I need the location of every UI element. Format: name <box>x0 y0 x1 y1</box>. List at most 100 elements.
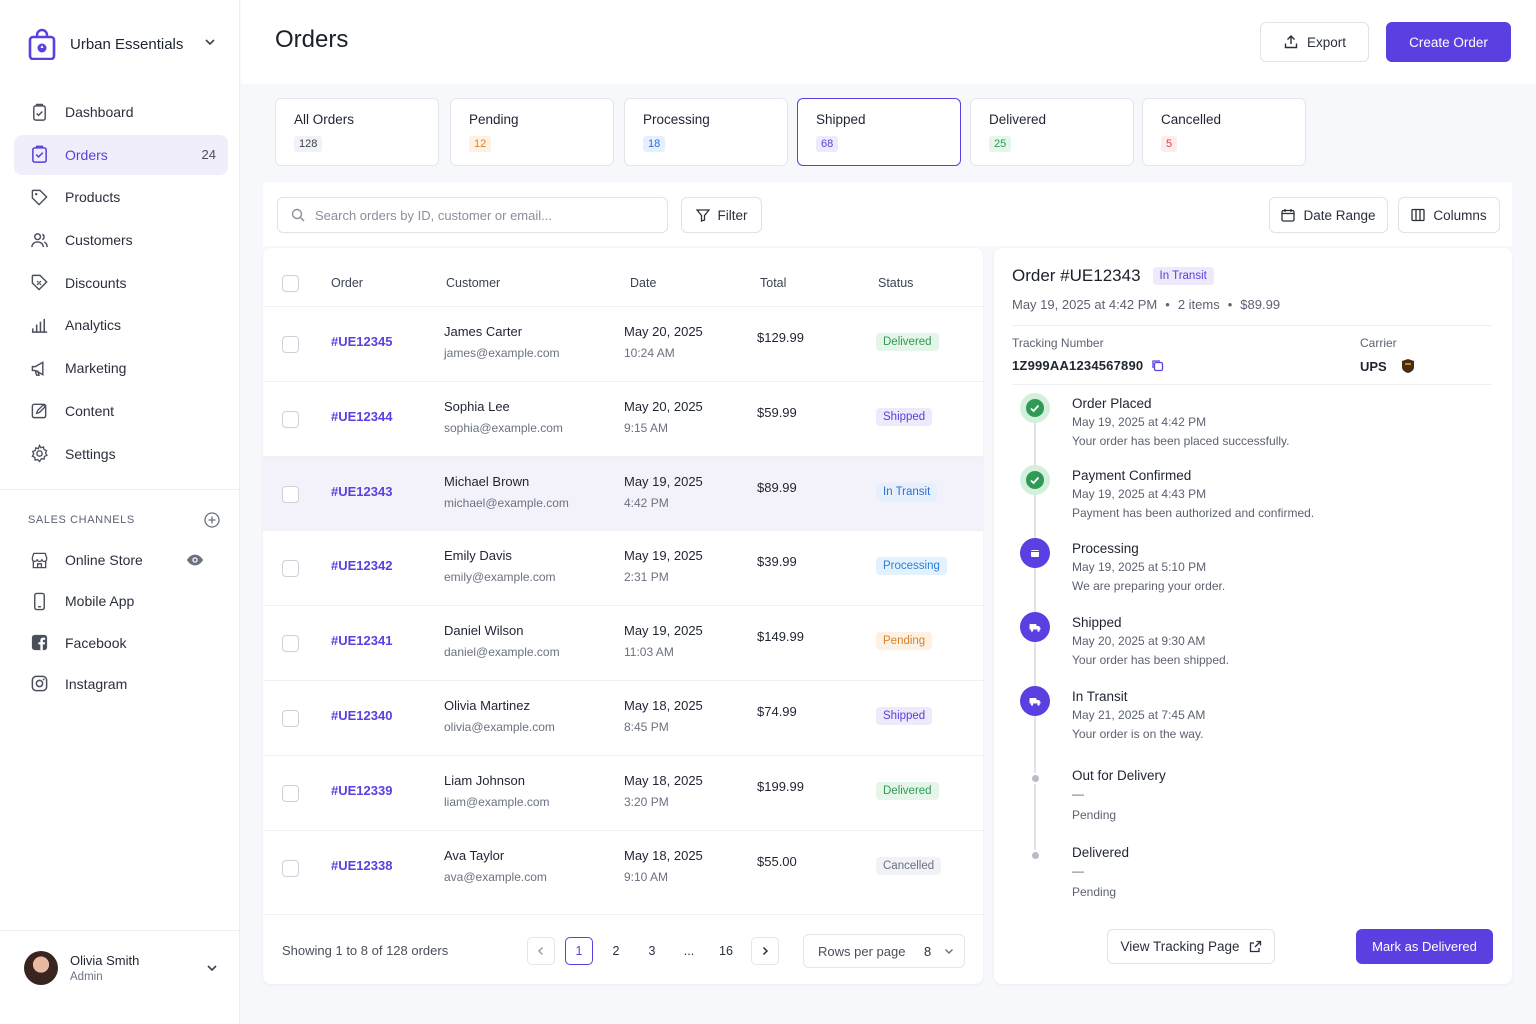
order-id-link[interactable]: #UE12341 <box>331 633 393 649</box>
column-header-status[interactable]: Status <box>878 276 914 290</box>
sidebar-divider-bottom <box>0 930 239 931</box>
table-row[interactable]: #UE12344 Sophia Lee sophia@example.com May … <box>263 380 983 456</box>
table-row[interactable]: #UE12340 Olivia Martinez olivia@example.co… <box>263 680 983 755</box>
row-checkbox[interactable] <box>282 784 299 802</box>
row-checkbox[interactable] <box>282 560 299 578</box>
step-title: Processing <box>1072 541 1139 556</box>
add-channel-icon[interactable] <box>204 512 220 528</box>
search-placeholder: Search orders by ID, customer or email..… <box>315 207 552 223</box>
customer-email: james@example.com <box>444 346 560 360</box>
edit-icon <box>31 403 47 419</box>
prev-page-button[interactable] <box>527 937 555 965</box>
order-items: 2 items <box>1177 297 1220 312</box>
order-id-link[interactable]: #UE12340 <box>331 708 393 723</box>
order-id-link[interactable]: #UE12344 <box>331 408 393 424</box>
pagination: Showing 1 to 8 of 128 orders 1 2 3... 16 Ro… <box>263 914 983 984</box>
order-date: May 19, 2025 <box>624 623 703 639</box>
table-row[interactable]: #UE12345 James Carter james@example.com May… <box>263 306 983 381</box>
sidebar-item-orders[interactable]: Orders 24 <box>14 134 228 175</box>
customer-name: Ava Taylor <box>444 847 505 863</box>
sidebar-item-label: Orders <box>65 146 108 163</box>
create-order-button[interactable]: Create Order <box>1386 22 1511 62</box>
step-description: Your order has been shipped. <box>1072 653 1230 667</box>
order-id-link[interactable]: #UE12343 <box>331 483 393 499</box>
order-time: 9:10 AM <box>624 869 669 884</box>
date-range-button[interactable]: Date Range <box>1269 197 1388 233</box>
sidebar-item-customers[interactable]: Customers <box>14 220 228 260</box>
row-checkbox[interactable] <box>282 485 299 503</box>
user-name: Olivia Smith <box>70 953 140 968</box>
sidebar-item-label: Dashboard <box>65 104 134 120</box>
mark-delivered-label: Mark as Delivered <box>1372 939 1477 954</box>
row-checkbox[interactable] <box>282 410 299 428</box>
store-switcher[interactable]: Urban Essentials <box>28 26 215 62</box>
customer-email: sophia@example.com <box>444 420 563 435</box>
page-1-button[interactable]: 1 <box>565 937 593 965</box>
chevron-down-icon <box>207 965 217 972</box>
select-all-checkbox[interactable] <box>282 275 299 292</box>
table-row[interactable]: #UE12343 Michael Brown michael@example.com… <box>263 455 983 531</box>
row-checkbox[interactable] <box>282 635 299 653</box>
page-2-button[interactable]: 2 <box>612 944 620 958</box>
search-input[interactable]: Search orders by ID, customer or email..… <box>277 197 668 233</box>
page-16-button[interactable]: 16 <box>719 944 733 958</box>
tab-delivered[interactable]: Delivered 25 <box>970 98 1134 166</box>
column-header-customer[interactable]: Customer <box>446 276 501 290</box>
table-row[interactable]: #UE12338 Ava Taylor ava@example.com May 18,… <box>263 829 983 905</box>
mark-as-delivered-button[interactable]: Mark as Delivered <box>1356 929 1493 964</box>
sidebar-item-marketing[interactable]: Marketing <box>14 348 228 388</box>
order-id-link[interactable]: #UE12338 <box>331 857 393 873</box>
tab-cancelled[interactable]: Cancelled 5 <box>1142 98 1306 166</box>
page-3-button[interactable]: 3 <box>648 944 656 958</box>
channel-facebook[interactable]: Facebook <box>14 623 228 663</box>
filter-button[interactable]: Filter <box>681 197 762 233</box>
order-id-link[interactable]: #UE12345 <box>331 334 393 349</box>
dot-icon <box>1029 849 1041 861</box>
check-icon <box>1030 476 1040 485</box>
sidebar-item-discounts[interactable]: Discounts <box>14 263 228 303</box>
columns-button[interactable]: Columns <box>1398 197 1500 233</box>
order-id-link[interactable]: #UE12342 <box>331 558 393 574</box>
row-checkbox[interactable] <box>282 710 299 727</box>
copy-icon[interactable] <box>1151 359 1164 372</box>
tab-label: Delivered <box>989 112 1047 127</box>
tab-pending[interactable]: Pending 12 <box>450 98 614 166</box>
column-header-order[interactable]: Order <box>331 276 363 290</box>
sidebar-item-dashboard[interactable]: Dashboard <box>14 92 228 132</box>
row-checkbox[interactable] <box>282 336 299 353</box>
step-title: Shipped <box>1072 615 1122 630</box>
customer-email: olivia@example.com <box>444 720 555 734</box>
sidebar-item-settings[interactable]: Settings <box>14 434 228 474</box>
column-header-date[interactable]: Date <box>630 276 657 290</box>
export-button[interactable]: Export <box>1260 22 1369 62</box>
table-row[interactable]: #UE12342 Emily Davis emily@example.com May … <box>263 530 983 605</box>
next-page-button[interactable] <box>751 937 779 965</box>
sidebar-item-products[interactable]: Products <box>14 177 228 217</box>
channel-mobile-app[interactable]: Mobile App <box>14 581 228 621</box>
table-row[interactable]: #UE12341 Daniel Wilson daniel@example.com M… <box>263 605 983 680</box>
sidebar-item-analytics[interactable]: Analytics <box>14 305 228 345</box>
rows-per-page-select[interactable]: Rows per page 8 <box>803 934 965 968</box>
sidebar-item-content[interactable]: Content <box>14 391 228 431</box>
step-description: Your order has been placed successfully. <box>1072 434 1290 448</box>
user-menu[interactable]: Olivia Smith Admin <box>24 948 224 988</box>
table-row[interactable]: #UE12339 Liam Johnson liam@example.com May … <box>263 754 983 830</box>
order-time: 8:45 PM <box>624 720 669 734</box>
column-header-total[interactable]: Total <box>760 276 787 290</box>
order-time: 10:24 AM <box>624 346 675 360</box>
channel-instagram[interactable]: Instagram <box>14 664 228 704</box>
eye-icon[interactable] <box>186 551 204 569</box>
order-time: 9:15 AM <box>624 420 669 435</box>
order-total: $89.99 <box>1240 297 1281 312</box>
customer-name: Sophia Lee <box>444 398 510 414</box>
chevron-down-icon <box>945 949 953 954</box>
order-id-link[interactable]: #UE12339 <box>331 782 393 798</box>
order-date: May 20, 2025 <box>624 398 703 414</box>
tab-shipped[interactable]: Shipped 68 <box>797 98 961 166</box>
tab-processing[interactable]: Processing 18 <box>624 98 788 166</box>
row-checkbox[interactable] <box>282 859 299 877</box>
tab-all-orders[interactable]: All Orders 128 <box>275 98 439 166</box>
dashboard-icon <box>33 103 46 121</box>
view-tracking-page-button[interactable]: View Tracking Page <box>1107 929 1275 964</box>
channel-online-store[interactable]: Online Store <box>14 540 228 580</box>
